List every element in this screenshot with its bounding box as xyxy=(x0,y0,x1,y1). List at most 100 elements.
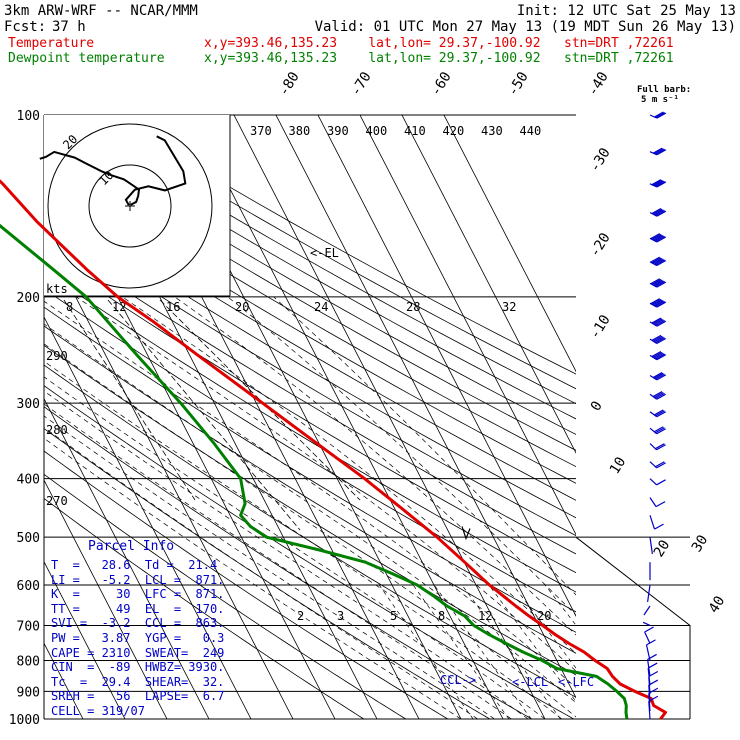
barb-feather xyxy=(656,411,667,418)
mixing-ratio-label: 8 xyxy=(438,609,445,623)
pressure-label-200: 200 xyxy=(17,291,40,306)
isotherm xyxy=(359,115,576,536)
barb-feather xyxy=(651,298,662,305)
dry-adiabat xyxy=(44,497,365,719)
wind-barb xyxy=(649,478,666,486)
isotherm-label: -30 xyxy=(587,145,614,175)
barb-shaft xyxy=(649,515,656,530)
isotherm xyxy=(317,115,576,617)
barb-feather xyxy=(655,319,665,326)
wind-barb xyxy=(649,372,667,381)
barb-feather xyxy=(654,111,664,118)
barb-feather xyxy=(655,148,665,155)
barb-feather xyxy=(654,258,664,265)
barb-feather xyxy=(656,428,666,435)
isotherm-label: 30 xyxy=(689,532,712,555)
speed-axis-label: 12 xyxy=(112,300,126,314)
barb-feather xyxy=(655,427,665,434)
hodograph-ring-10 xyxy=(88,164,172,248)
wind-barb xyxy=(649,515,664,530)
wind-barb xyxy=(647,584,651,603)
dry-adiabat xyxy=(44,406,532,719)
isotherm-label: -50 xyxy=(505,69,532,99)
barb-feather xyxy=(650,256,660,263)
barb-feather xyxy=(654,523,664,530)
wind-barb xyxy=(649,461,666,469)
barb-feather xyxy=(654,409,664,416)
theta-label: 390 xyxy=(327,124,349,138)
barb-feather xyxy=(654,336,664,343)
barb-feather xyxy=(655,210,665,217)
pressure-label-500: 500 xyxy=(17,531,40,546)
dry-adiabat xyxy=(44,364,576,698)
barb-feather xyxy=(656,210,667,217)
mixing-ratio-label: 2 xyxy=(297,609,304,623)
hodograph-rings xyxy=(47,123,213,289)
dry-adiabat xyxy=(44,188,576,501)
wind-barb xyxy=(649,298,667,308)
barb-feather xyxy=(654,391,664,398)
theta-left-label: 290 xyxy=(46,349,68,363)
barb-feather xyxy=(655,300,665,307)
isotherm-label: -40 xyxy=(585,69,612,99)
moist-adiabat xyxy=(44,403,512,719)
theta-label: 410 xyxy=(404,124,426,138)
barb-feather xyxy=(651,351,662,358)
dry-adiabat xyxy=(44,143,576,451)
init-time: Init: 12 UTC Sat 25 May 13 xyxy=(516,3,736,19)
speed-axis-label: 8 xyxy=(66,300,73,314)
wind-barb xyxy=(642,621,651,626)
barb-feather xyxy=(648,679,659,686)
barb-feather xyxy=(655,280,665,287)
wind-barb xyxy=(649,207,667,217)
isotherm-label: 40 xyxy=(706,593,729,616)
hodograph-trace xyxy=(124,135,187,206)
mixing-ratio-line xyxy=(461,584,561,719)
barb-feather xyxy=(656,479,666,486)
ccl-annotation: CCL-> xyxy=(440,673,476,687)
barb-feather xyxy=(654,235,664,242)
barb-feather xyxy=(656,301,667,308)
barb-feather xyxy=(654,319,664,326)
isotherm xyxy=(443,115,576,373)
barb-feather xyxy=(651,233,662,240)
barb-feather xyxy=(656,320,667,327)
lcl-annotation: <-LCL xyxy=(512,675,548,689)
barb-feather xyxy=(655,235,665,242)
barb-feather xyxy=(652,147,663,154)
dry-adiabat xyxy=(44,270,576,593)
speed-axis-label: 20 xyxy=(235,300,249,314)
barb-feather xyxy=(654,209,664,216)
wind-barb xyxy=(649,537,653,555)
barb-feather xyxy=(651,317,662,324)
moist-adiabat xyxy=(44,300,576,688)
wind-barb xyxy=(648,695,659,720)
barb-feather xyxy=(656,149,667,156)
wind-barb xyxy=(643,605,651,616)
barb-feather xyxy=(656,374,667,381)
wind-barb xyxy=(649,351,667,361)
pressure-label-900: 900 xyxy=(17,685,40,700)
barb-feather xyxy=(655,501,666,508)
isotherm xyxy=(44,560,126,719)
el-annotation: <-EL xyxy=(310,246,339,260)
barb-feather xyxy=(656,444,666,451)
barb-feather xyxy=(655,461,665,468)
moist-adiabat xyxy=(44,343,576,718)
moist-adiabat xyxy=(174,296,576,636)
mixing-ratio-line xyxy=(412,584,510,719)
speed-axis-label: 28 xyxy=(406,300,420,314)
mixing-ratio-line xyxy=(544,584,576,626)
barb-feather xyxy=(654,280,664,287)
barb-feather xyxy=(656,181,667,188)
speed-line xyxy=(107,299,301,531)
barb-feather xyxy=(651,278,662,285)
speed-lines xyxy=(63,299,361,531)
moist-adiabat xyxy=(227,296,576,616)
moist-adiabat xyxy=(273,296,576,596)
barb-feather xyxy=(655,443,665,450)
barb-feather xyxy=(655,392,665,399)
pressure-label-400: 400 xyxy=(17,473,40,488)
